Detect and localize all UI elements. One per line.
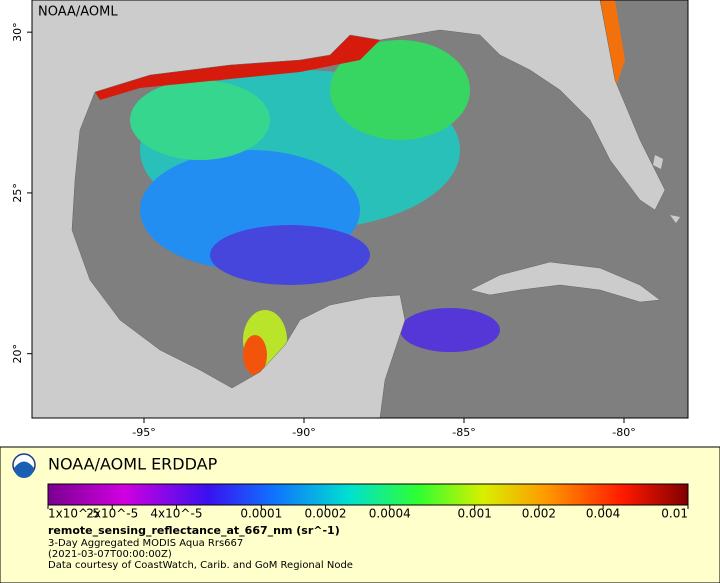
colorbar-tick-label: 0.004	[586, 507, 620, 521]
colorbar-tick-label: 0.002	[522, 507, 556, 521]
map-frame	[31, 0, 689, 419]
x-tick-label: -80°	[612, 426, 635, 439]
legend-title: NOAA/AOML ERDDAP	[48, 455, 218, 474]
dataset-name: 3-Day Aggregated MODIS Aqua Rrs667	[48, 538, 243, 549]
y-tick-label: 30°	[11, 22, 24, 42]
colorbar-tick-label: 0.0002	[305, 507, 347, 521]
colorbar-tick-label: 4x10^-5	[150, 507, 202, 521]
colorbar-tick-label: 0.001	[457, 507, 491, 521]
x-tick-label: -95°	[132, 426, 155, 439]
land	[32, 0, 666, 418]
time-label: (2021-03-07T00:00:00Z)	[48, 549, 172, 560]
credit: Data courtesy of CoastWatch, Carib. and …	[48, 560, 353, 571]
legend-panel	[0, 446, 720, 583]
x-tick-label: -90°	[292, 426, 315, 439]
noaa-logo	[12, 453, 36, 478]
cuba	[469, 261, 661, 303]
map-header: NOAA/AOML	[38, 5, 118, 20]
colorbar-tick-label: 2x10^-5	[86, 507, 138, 521]
colorbar-tick-label: 0.0004	[369, 507, 411, 521]
colorbar-tick-label: 0.01	[661, 507, 688, 521]
bahamas	[653, 155, 680, 223]
colorbar-tick-label: 0.0001	[240, 507, 282, 521]
map	[32, 0, 688, 418]
colorbar-tick-label: 1x10^-5	[48, 507, 100, 521]
y-tick-label: 25°	[11, 183, 24, 203]
x-tick-label: -85°	[452, 426, 475, 439]
colorbar	[47, 483, 689, 506]
y-tick-label: 20°	[11, 344, 24, 364]
ocean-color-data	[95, 0, 625, 375]
variable-name: remote_sensing_reflectance_at_667_nm (sr…	[48, 524, 340, 537]
